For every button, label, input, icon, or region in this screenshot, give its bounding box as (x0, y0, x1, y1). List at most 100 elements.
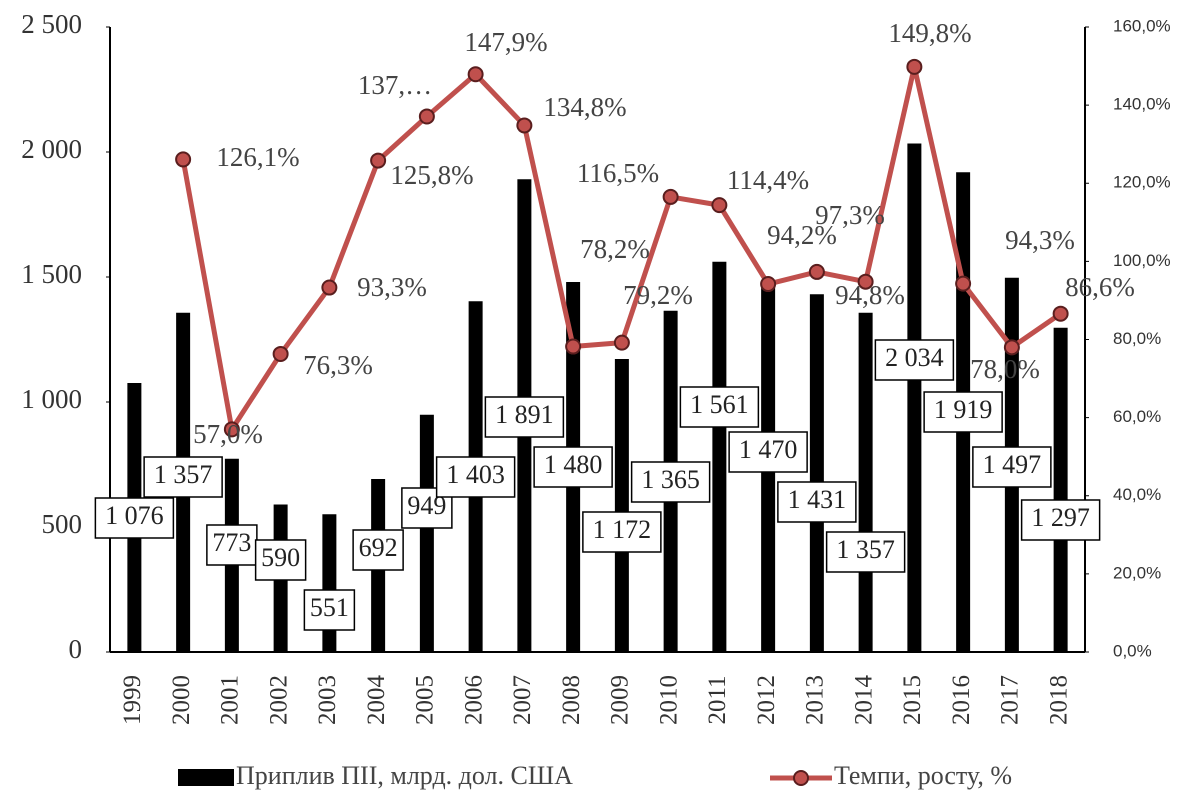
data-label: 1 357 (154, 460, 213, 489)
x-tick-label: 2000 (168, 675, 195, 725)
x-tick-label: 2009 (607, 675, 634, 725)
data-label: 692 (359, 533, 398, 562)
line-marker (857, 273, 874, 290)
x-tick-label: 2004 (363, 675, 390, 726)
data-label: 76,3% (303, 350, 373, 380)
y2-tick-label: 160,0% (1113, 16, 1171, 35)
data-label-box (582, 511, 662, 553)
x-tick-label: 2012 (753, 675, 780, 725)
data-label: 1 470 (739, 435, 798, 464)
y-tick-label: 2 500 (21, 9, 82, 39)
bar (1053, 327, 1068, 652)
data-label: 1 172 (593, 515, 652, 544)
line-marker (467, 66, 484, 83)
data-label: 94,3% (1005, 225, 1075, 255)
line-marker (808, 263, 825, 280)
data-label: 57,0% (193, 419, 263, 449)
data-label: 2 034 (885, 343, 944, 372)
line-marker (711, 197, 728, 214)
data-label-box (777, 481, 857, 523)
data-label: 116,5% (577, 158, 659, 188)
data-label: 97,3% (815, 200, 885, 230)
data-label: 94,8% (835, 280, 905, 310)
data-label-box (874, 339, 955, 381)
data-label: 137,… (358, 70, 432, 100)
y-tick-label: 0 (69, 634, 83, 664)
bar (907, 143, 922, 652)
data-label-box (254, 539, 307, 581)
legend-marker (793, 770, 809, 786)
x-tick-label: 2006 (460, 675, 487, 725)
x-tick-label: 2008 (558, 675, 585, 725)
y2-tick-label: 0,0% (1113, 641, 1152, 660)
data-label-box (630, 461, 711, 503)
data-label-box (303, 589, 356, 631)
data-label: 1 365 (641, 465, 700, 494)
data-label-box (352, 529, 404, 571)
data-label-box (484, 396, 565, 438)
line-marker (565, 338, 582, 355)
line-marker (1052, 305, 1069, 322)
y-tick-label: 500 (42, 509, 83, 539)
x-tick-label: 2001 (217, 675, 244, 725)
x-tick-label: 2014 (850, 675, 877, 726)
data-label-box (825, 531, 906, 573)
x-tick-label: 2017 (997, 675, 1024, 725)
bar (322, 514, 337, 652)
bar (809, 294, 824, 652)
data-label-box (533, 446, 613, 488)
data-label: 773 (212, 528, 251, 557)
data-label: 125,8% (390, 160, 473, 190)
data-label: 1 561 (690, 390, 749, 419)
data-label: 1 403 (446, 460, 505, 489)
line-marker (321, 279, 338, 296)
y2-tick-label: 40,0% (1113, 485, 1161, 504)
data-label: 1 297 (1031, 503, 1090, 532)
line-marker (1003, 339, 1020, 356)
data-label: 86,6% (1065, 272, 1135, 302)
x-tick-label: 2011 (704, 675, 731, 724)
legend-bar-swatch (178, 769, 234, 786)
data-label: 1 431 (788, 485, 847, 514)
data-label: 78,2% (580, 234, 650, 264)
data-label-box (143, 456, 223, 498)
line-marker (955, 275, 972, 292)
line-marker (516, 117, 533, 134)
y2-tick-label: 100,0% (1113, 251, 1171, 270)
x-tick-label: 2005 (412, 675, 439, 725)
data-label: 1 919 (934, 395, 993, 424)
x-tick-label: 2016 (948, 675, 975, 725)
data-label: 1 076 (105, 501, 164, 530)
bar (712, 261, 727, 652)
x-tick-label: 2010 (655, 675, 682, 725)
bar (419, 414, 434, 652)
data-label: 79,2% (623, 280, 693, 310)
data-label-box (972, 446, 1052, 488)
x-tick-label: 2003 (314, 675, 341, 725)
data-label: 590 (261, 543, 300, 572)
data-label-box (679, 386, 760, 428)
x-tick-label: 1999 (119, 675, 146, 725)
bar (858, 312, 873, 652)
data-label: 114,4% (727, 165, 809, 195)
legend-label: Приплив ПІІ, млрд. дол. США (236, 761, 573, 790)
line-marker (906, 58, 923, 75)
legend-label: Темпи, росту, % (834, 761, 1012, 790)
data-label: 94,2% (767, 220, 837, 250)
line-marker (370, 152, 387, 169)
y2-tick-label: 80,0% (1113, 329, 1161, 348)
data-label: 1 480 (544, 450, 603, 479)
y2-tick-label: 120,0% (1113, 173, 1171, 192)
x-tick-label: 2018 (1045, 675, 1072, 725)
data-label: 147,9% (464, 27, 547, 57)
data-label: 134,8% (543, 92, 626, 122)
data-label-box (728, 431, 808, 473)
line-marker (613, 334, 630, 351)
y-tick-label: 1 000 (21, 384, 82, 414)
x-tick-label: 2013 (802, 675, 829, 725)
x-tick-label: 2015 (899, 675, 926, 725)
data-label-box (94, 497, 175, 539)
line-marker (418, 108, 435, 125)
line-marker (223, 421, 240, 438)
